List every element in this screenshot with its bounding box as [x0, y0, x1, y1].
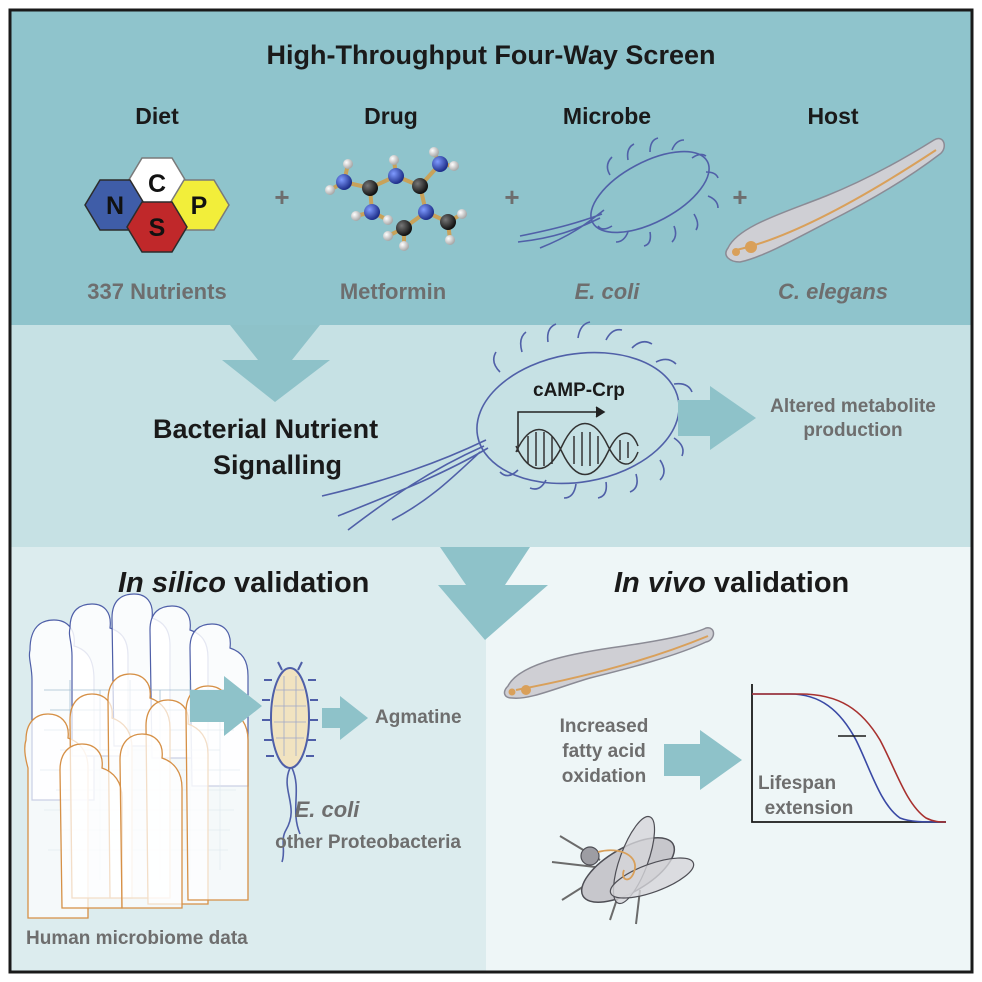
- human-microbiome-label: Human microbiome data: [26, 928, 248, 949]
- plus-sign-1: +: [274, 182, 290, 212]
- validation-worm-icon: [503, 627, 715, 699]
- hexagon-label-p: P: [191, 192, 208, 220]
- caption-c-elegans: C. elegans: [777, 279, 889, 304]
- middle-title-line2: Signalling: [213, 450, 343, 480]
- macronutrient-hexagons: N C S P: [84, 157, 230, 253]
- crowd-to-bacterium-arrow: [190, 676, 262, 736]
- plot-axes: [751, 684, 946, 823]
- altered-metabolite-line2: production: [803, 420, 903, 441]
- fatty-acid-line2: fatty acid: [562, 741, 646, 762]
- c-elegans-worm-icon: [725, 137, 945, 263]
- in-silico-title: In silico validation: [118, 567, 369, 600]
- in-vivo-title-rest: validation: [705, 567, 850, 599]
- in-vivo-title: In vivo validation: [614, 567, 849, 600]
- ecoli-label-bottom: E. coli: [294, 797, 360, 822]
- lifespan-line1: Lifespan: [757, 773, 837, 794]
- caption-metformin: Metformin: [339, 279, 447, 304]
- drosophila-fly-icon: [551, 815, 695, 925]
- column-header-microbe: Microbe: [562, 103, 652, 129]
- outer-frame: [8, 8, 974, 974]
- middle-panel-bg: [10, 325, 972, 547]
- plus-sign-2: +: [504, 182, 520, 212]
- in-vivo-title-italic: In vivo: [614, 567, 706, 599]
- small-ecoli-bacterium-icon: [262, 661, 318, 863]
- camp-crp-label: cAMP-Crp: [533, 380, 625, 401]
- metformin-atoms: [325, 147, 467, 251]
- output-arrow-middle: [678, 386, 756, 450]
- bacterium-to-agmatine-arrow: [322, 696, 368, 740]
- funnel-arrow-middle: [438, 547, 548, 640]
- oxidation-arrow: [664, 730, 742, 790]
- agmatine-label: Agmatine: [375, 707, 462, 728]
- fatty-acid-line3: oxidation: [561, 766, 647, 787]
- other-proteobacteria-label: other Proteobacteria: [275, 832, 461, 853]
- altered-metabolite-line1: Altered metabolite: [770, 396, 936, 417]
- lifespan-line2: extension: [764, 798, 854, 819]
- column-header-diet: Diet: [135, 103, 179, 129]
- caption-ecoli: E. coli: [574, 279, 640, 304]
- hexagon-label-s: S: [149, 214, 166, 242]
- survival-curve-control: [752, 693, 947, 823]
- in-silico-title-italic: In silico: [118, 567, 226, 599]
- human-population-front: [24, 673, 249, 919]
- survival-curve-treated: [752, 693, 947, 823]
- ecoli-bacterium-icon: [517, 137, 719, 249]
- hexagon-s: [126, 201, 188, 253]
- hexagon-label-n: N: [106, 192, 124, 220]
- column-header-host: Host: [807, 103, 859, 129]
- funnel-arrow-top: [222, 325, 330, 402]
- middle-title-line1: Bacterial Nutrient: [153, 414, 379, 444]
- in-silico-title-rest: validation: [225, 567, 370, 599]
- column-header-drug: Drug: [364, 103, 418, 129]
- hexagon-label-c: C: [148, 170, 166, 198]
- fatty-acid-line1: Increased: [559, 716, 649, 737]
- plus-sign-3: +: [732, 182, 748, 212]
- gene-promoter-arrow: [517, 406, 606, 452]
- caption-nutrients: 337 Nutrients: [87, 279, 227, 304]
- dna-helix-icon: [515, 422, 639, 476]
- top-panel-title: High-Throughput Four-Way Screen: [266, 40, 716, 70]
- lifespan-survival-plot: [751, 684, 947, 823]
